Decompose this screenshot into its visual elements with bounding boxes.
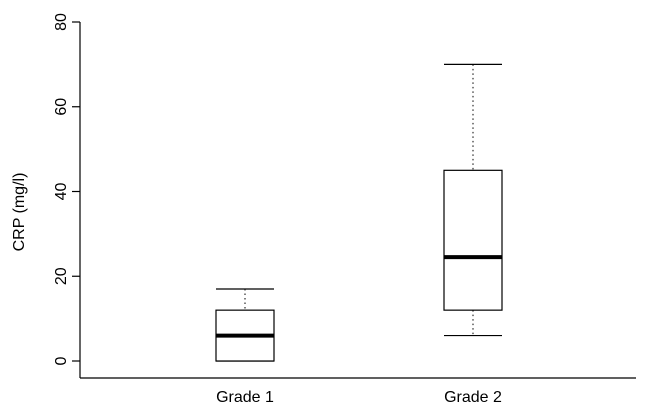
iqr-box — [443, 169, 503, 311]
boxes — [215, 63, 503, 362]
category-labels: Grade 1 Grade 2 — [216, 389, 502, 406]
y-tick-label-0: 0 — [53, 356, 70, 365]
y-tick-label-3: 60 — [53, 98, 70, 116]
y-tick-label-1: 20 — [53, 267, 70, 285]
category-label-1: Grade 1 — [216, 389, 274, 406]
box-1 — [215, 288, 275, 362]
y-axis-title: CRP (mg/l) — [11, 173, 28, 252]
box-2 — [443, 63, 503, 337]
y-ticks: 0 20 40 60 80 — [53, 13, 80, 365]
y-tick-label-4: 80 — [53, 13, 70, 31]
y-tick-label-2: 40 — [53, 183, 70, 201]
category-label-2: Grade 2 — [444, 389, 502, 406]
